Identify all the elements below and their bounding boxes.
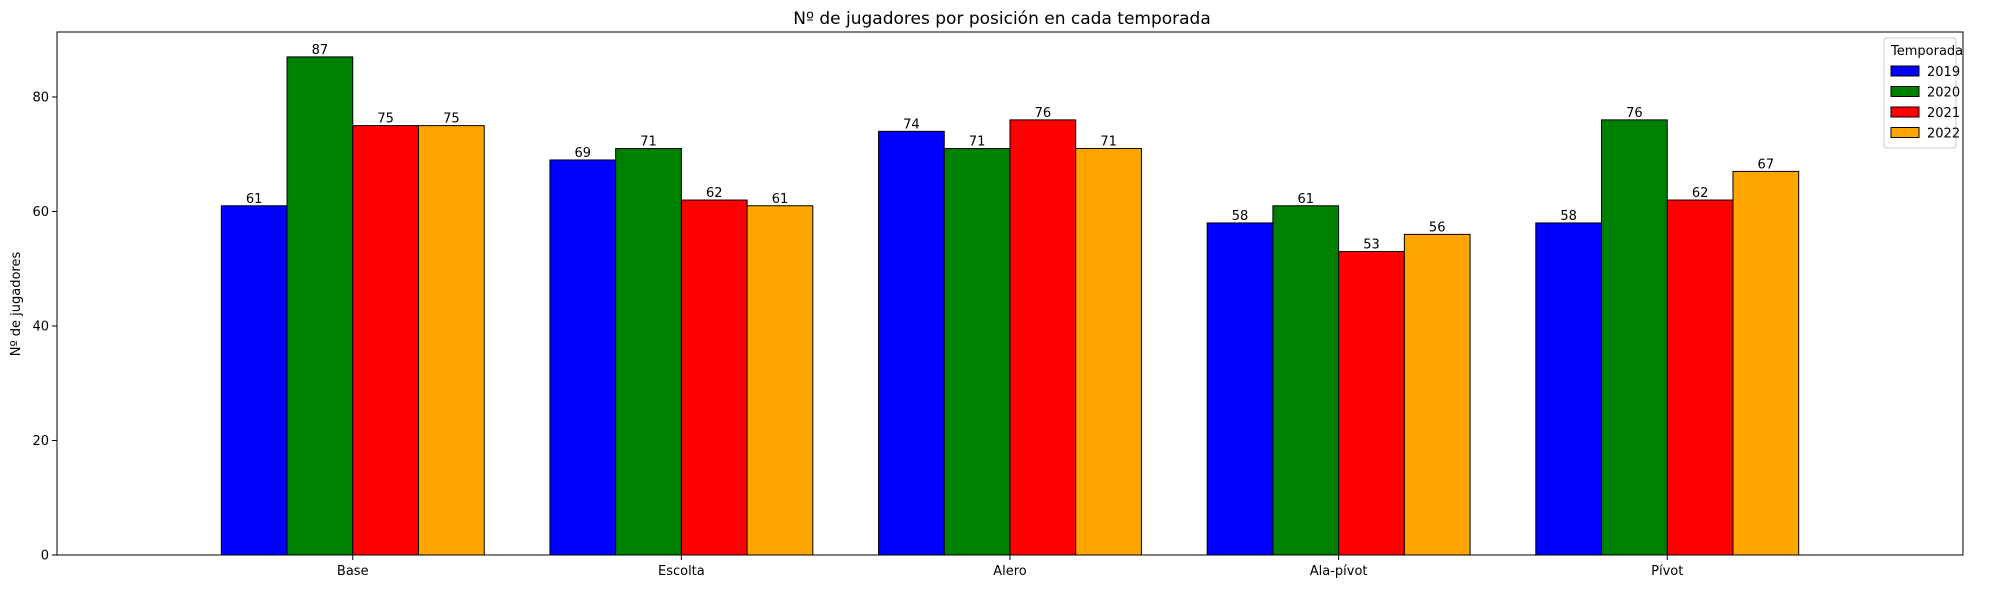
bar	[746, 205, 814, 556]
bars-group	[220, 56, 1800, 556]
bar	[1075, 148, 1142, 556]
bar-value-label: 62	[706, 186, 723, 201]
bar	[1403, 233, 1471, 556]
y-tick-label: 40	[32, 319, 49, 334]
x-tick-label: Base	[337, 564, 369, 579]
bar	[286, 56, 354, 556]
bar	[878, 130, 945, 556]
bar-value-label: 71	[1100, 135, 1117, 150]
legend-title: Temporada	[1890, 44, 1963, 59]
bar-value-label: 58	[1560, 209, 1577, 224]
legend-items: 2019 2020 2021 2022	[1890, 65, 1960, 142]
y-axis: 0 20 40 60 80	[32, 90, 57, 564]
bar	[1535, 222, 1603, 556]
bar	[1732, 170, 1800, 556]
bar-value-label: 69	[575, 146, 592, 161]
bar	[680, 199, 748, 556]
bar-value-label: 76	[1626, 106, 1643, 121]
bar	[1272, 205, 1340, 556]
x-tick-label: Ala-pívot	[1310, 564, 1368, 579]
legend: Temporada 2019 2020 2021 2022	[1883, 37, 1963, 149]
y-tick-label: 20	[32, 434, 49, 449]
y-tick-label: 80	[32, 90, 49, 105]
legend-swatch	[1890, 127, 1920, 138]
bar-value-label: 67	[1758, 157, 1775, 172]
x-axis: Base Escolta Alero Ala-pívot Pívot	[337, 555, 1683, 579]
bar	[352, 125, 419, 556]
chart-title: Nº de jugadores por posición en cada tem…	[793, 9, 1211, 29]
bar-value-label: 58	[1232, 209, 1249, 224]
bar	[615, 148, 682, 556]
bar-value-label: 56	[1429, 220, 1446, 235]
bar	[417, 125, 485, 556]
legend-swatch	[1890, 106, 1920, 118]
legend-label: 2022	[1927, 127, 1960, 142]
bar-value-label: 71	[640, 135, 657, 150]
legend-label: 2021	[1927, 106, 1960, 121]
bar-value-label: 61	[772, 192, 789, 207]
bar	[1009, 119, 1077, 556]
x-tick-label: Alero	[993, 564, 1027, 579]
bar	[1338, 251, 1405, 556]
bar-value-label: 62	[1692, 186, 1709, 201]
bar	[1206, 222, 1274, 556]
y-axis-label: Nº de jugadores	[9, 252, 24, 357]
bar-value-label: 53	[1363, 238, 1380, 253]
bar-value-label: 61	[1297, 192, 1314, 207]
bar-value-label: 76	[1035, 106, 1052, 121]
bar	[1666, 199, 1734, 556]
bar-labels-group: 61 69 74 58 58 87 71 71 61 76 75 62 76 53 62 75 61 71 56 67	[246, 43, 1774, 253]
legend-swatch	[1890, 86, 1920, 97]
bar	[943, 148, 1011, 556]
bar	[549, 159, 617, 556]
legend-swatch	[1890, 65, 1920, 77]
y-tick-label: 0	[41, 549, 49, 564]
bar-value-label: 74	[903, 117, 920, 132]
y-tick-label: 60	[32, 205, 49, 220]
x-tick-label: Escolta	[658, 564, 705, 579]
x-tick-label: Pívot	[1651, 564, 1683, 579]
bar-value-label: 61	[246, 192, 263, 207]
bar-value-label: 75	[377, 112, 394, 127]
legend-label: 2020	[1927, 86, 1960, 101]
bar-value-label: 75	[443, 112, 460, 127]
bar-value-label: 71	[969, 135, 986, 150]
bar	[220, 205, 288, 556]
bar	[1601, 119, 1668, 556]
legend-label: 2019	[1927, 65, 1960, 80]
bar-value-label: 87	[312, 43, 329, 58]
